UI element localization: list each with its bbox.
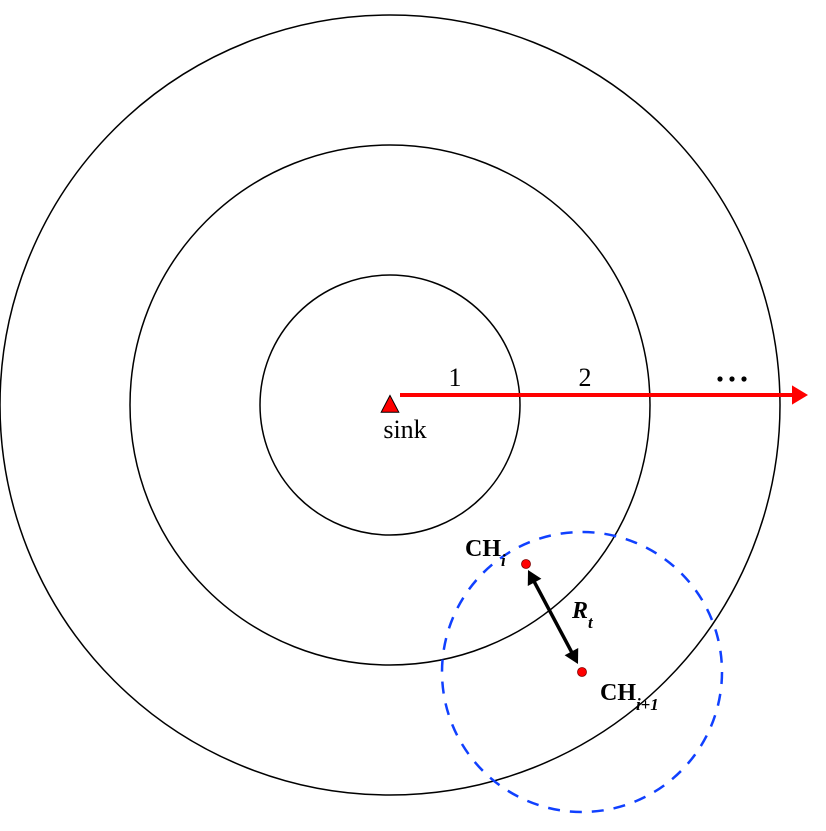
sink-label: sink [383, 415, 426, 444]
ring-label-2: 2 [579, 363, 592, 392]
ring-label-ellipsis [717, 376, 746, 381]
node-ch-i-plus-1 [578, 668, 587, 677]
ring-label-1: 1 [449, 363, 462, 392]
node-ch-i [522, 560, 531, 569]
diagram-canvas: sink12RtCHiCHi+1 [0, 0, 826, 831]
